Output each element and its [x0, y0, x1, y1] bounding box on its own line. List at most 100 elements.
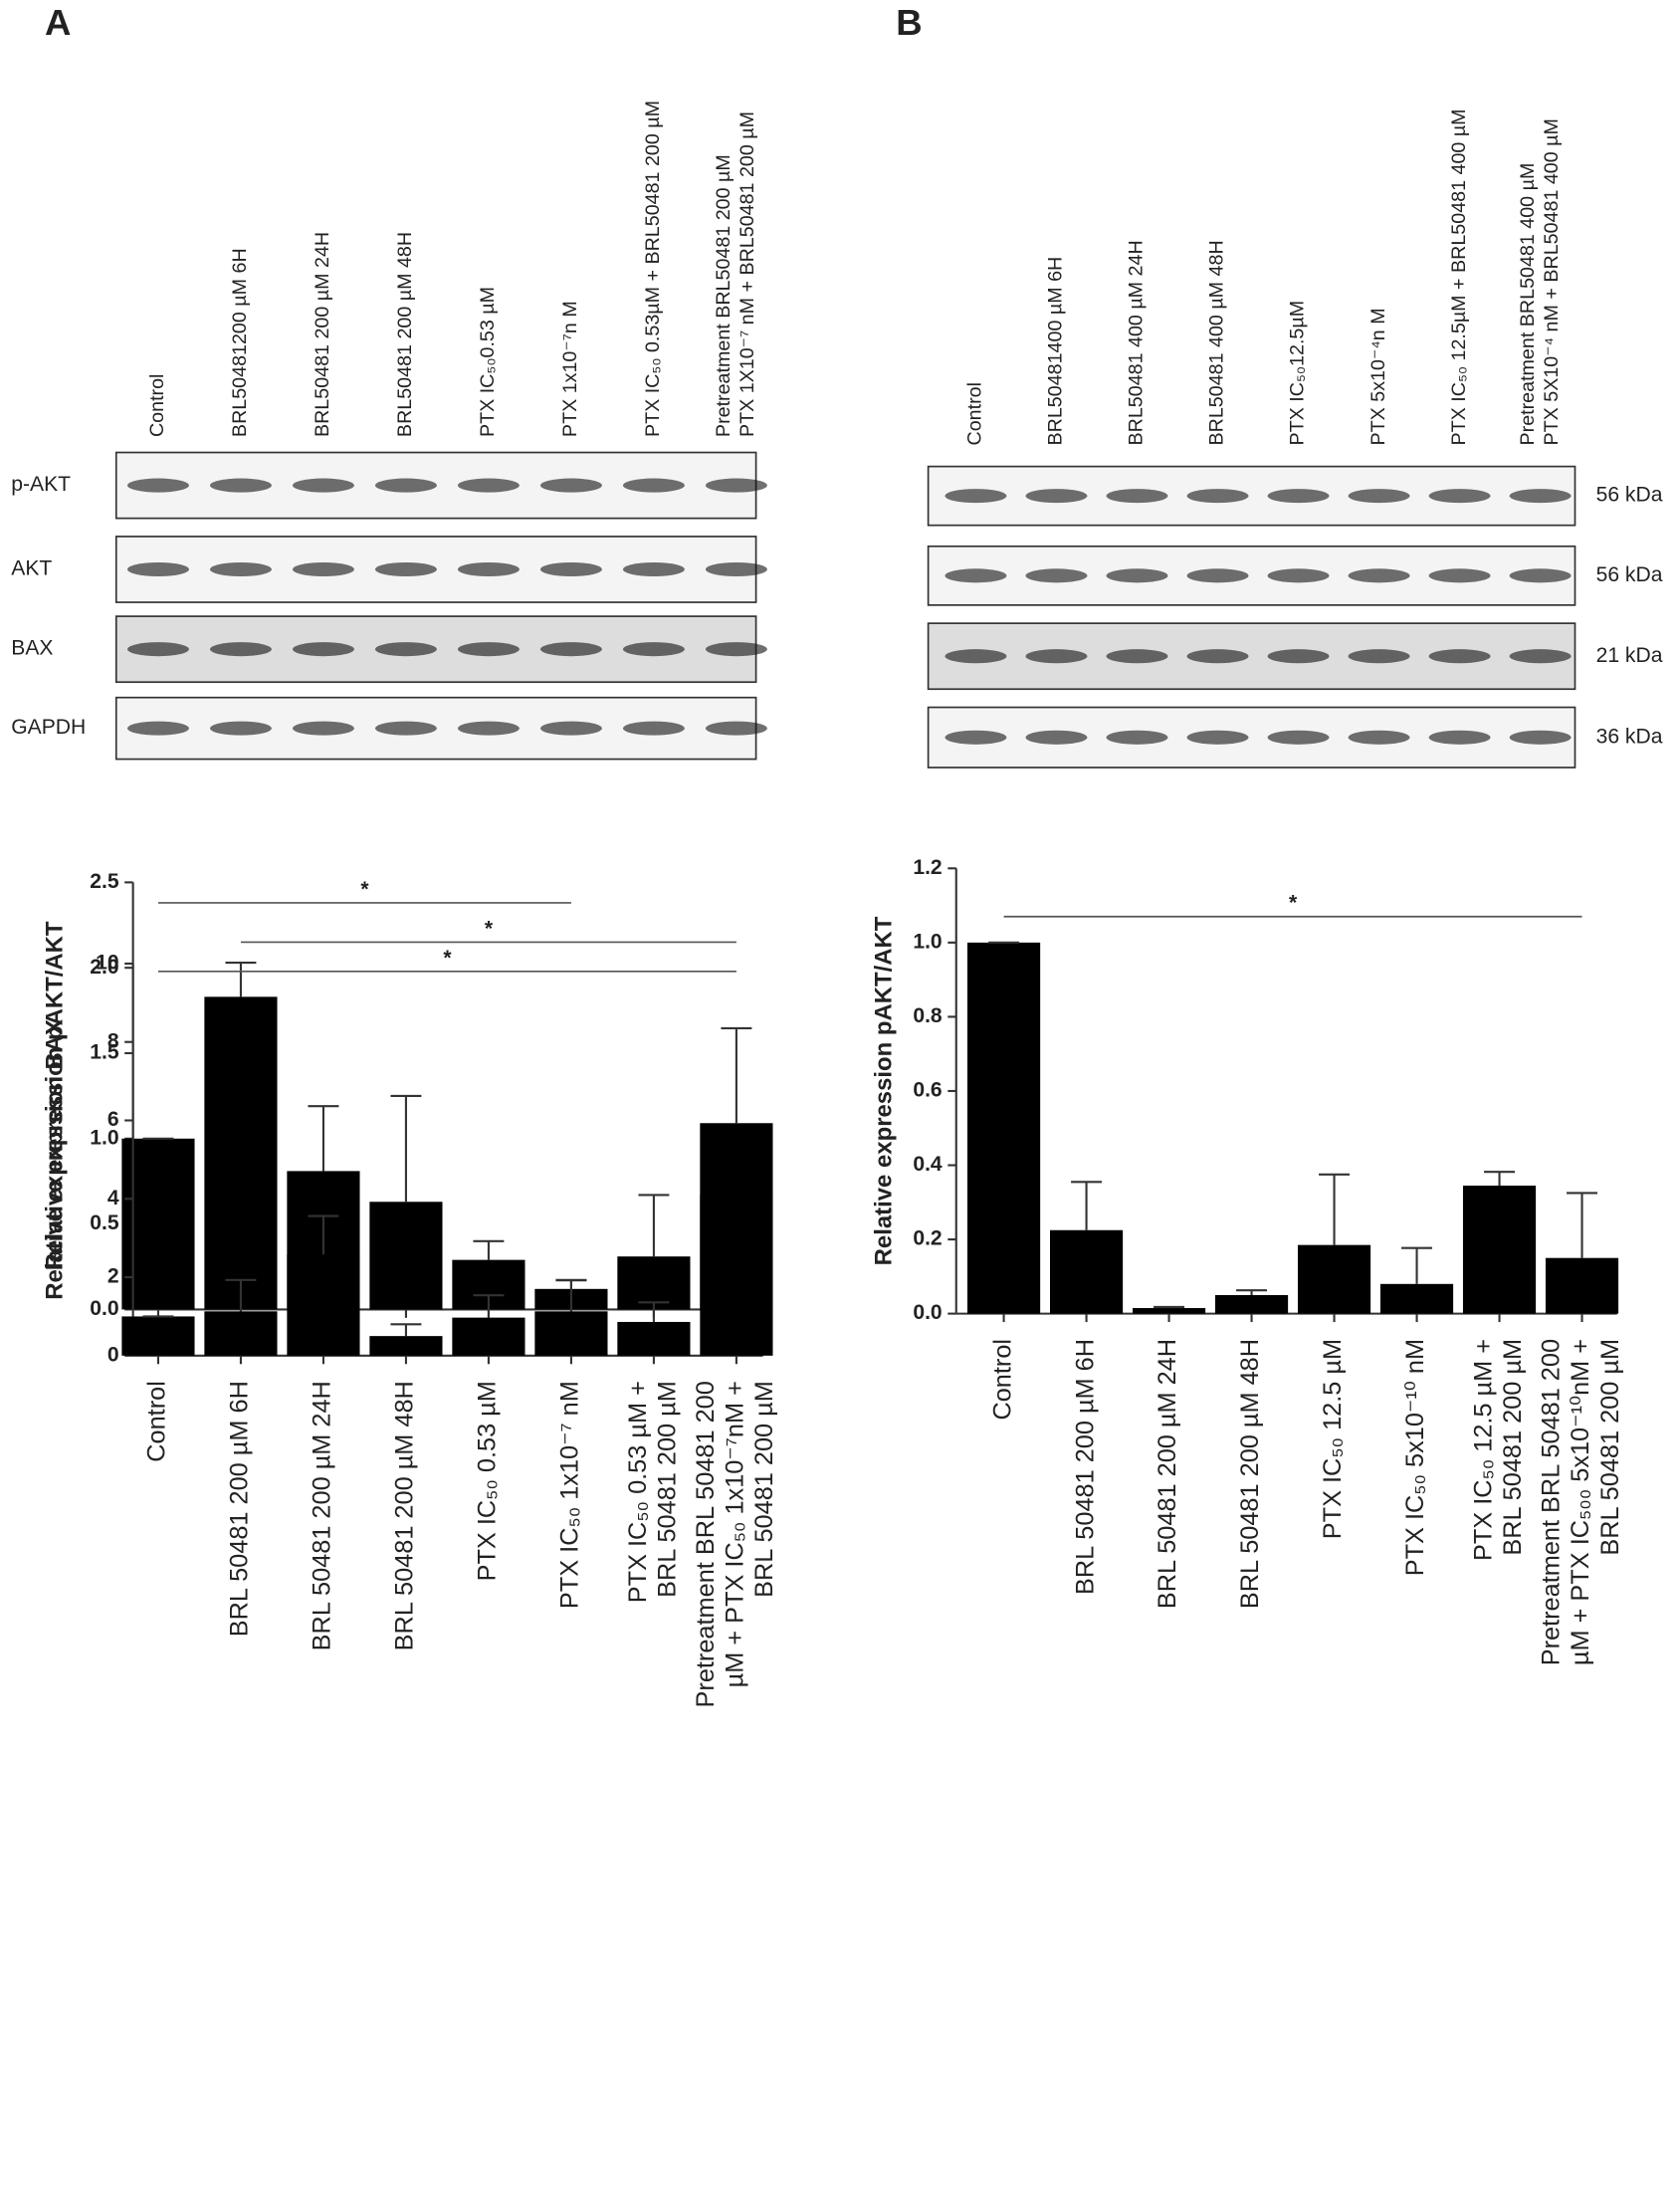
band — [1186, 649, 1249, 664]
size-label: 56 kDa — [1596, 484, 1663, 507]
x-tick-label: BRL 50481 200 µM 24H — [1154, 1339, 1181, 1609]
band — [1509, 649, 1572, 664]
bar — [1214, 1294, 1289, 1314]
band — [210, 642, 272, 657]
band — [1348, 489, 1410, 504]
band — [1509, 568, 1572, 583]
band — [1267, 489, 1330, 504]
lane-label: PTX 1x10⁻⁷n M — [559, 301, 581, 437]
y-tick-label: 1.2 — [913, 856, 942, 879]
band — [127, 478, 189, 493]
band — [1348, 568, 1410, 583]
band — [457, 478, 520, 493]
size-label: 36 kDa — [1596, 725, 1663, 748]
x-tick-label: PTX IC₅₀ 1x10⁻⁷ nM — [556, 1381, 584, 1609]
bar — [204, 996, 278, 1310]
lane-label: PTX 5x10⁻⁴n M — [1367, 308, 1389, 445]
x-tick-label: BRL 50481 200 µM — [750, 1381, 778, 1598]
band — [1025, 489, 1088, 504]
band — [374, 721, 437, 736]
x-tick-label: µM + PTX IC₅₀₀ 5x10⁻¹⁰nM + — [1567, 1339, 1594, 1665]
x-tick-label: PTX IC₅₀ 0.53 µM — [474, 1381, 502, 1581]
lane-label: BRL50481400 µM 6H — [1045, 257, 1067, 446]
band — [622, 642, 685, 657]
x-tick-label: BRL 50481 200 µM 6H — [1071, 1339, 1099, 1595]
x-tick-label: Pretreatment BRL 50481 200 — [692, 1381, 720, 1707]
band — [374, 478, 437, 493]
x-tick-label: Control — [988, 1339, 1016, 1421]
y-tick-label: 0.6 — [913, 1079, 942, 1102]
bar — [452, 1317, 525, 1356]
lane-label: PTX IC₅₀12.5µM — [1287, 301, 1309, 446]
x-tick-label: BRL 50481 200 µM — [653, 1381, 681, 1598]
band — [1106, 489, 1168, 504]
y-tick-label: 1.5 — [90, 1041, 119, 1064]
band — [539, 478, 602, 493]
band — [1428, 649, 1491, 664]
lane-label: BRL50481 400 µM 48H — [1206, 240, 1228, 445]
x-tick-label: BRL 50481 200 µM 6H — [226, 1381, 254, 1637]
bar — [700, 1123, 773, 1356]
y-tick-label: 2.5 — [90, 870, 119, 893]
x-tick-label: PTX IC₅₀ 12.5 µM + — [1469, 1339, 1497, 1561]
y-tick-label: 8 — [107, 1029, 119, 1052]
band — [1348, 730, 1410, 745]
band — [1428, 730, 1491, 745]
row-label: BAX — [11, 637, 53, 660]
band — [292, 478, 354, 493]
band — [457, 642, 520, 657]
band — [1509, 730, 1572, 745]
band — [539, 721, 602, 736]
band — [705, 561, 767, 577]
y-tick-label: 0.0 — [913, 1301, 942, 1324]
band — [539, 642, 602, 657]
x-tick-label: PTX IC₅₀ 0.53 µM + — [624, 1381, 652, 1603]
band — [127, 642, 189, 657]
band — [1509, 489, 1572, 504]
x-tick-label: Control — [143, 1381, 171, 1462]
lane-label: Pretreatment BRL50481 200 µM — [713, 154, 735, 437]
bar — [121, 1316, 195, 1356]
x-tick-label: PTX IC₅₀ 5x10⁻¹⁰ nM — [1401, 1339, 1429, 1576]
x-tick-label: BRL 50481 200 µM 48H — [391, 1381, 419, 1650]
band — [622, 561, 685, 577]
bar — [617, 1256, 691, 1310]
y-tick-label: 2.0 — [90, 956, 118, 979]
x-tick-label: Pretreatment BRL 50481 200 — [1538, 1339, 1566, 1665]
y-tick-label: 0.0 — [90, 1297, 118, 1320]
significance-star: * — [360, 878, 369, 901]
band — [1267, 649, 1330, 664]
lane-label: PTX IC₅₀ 0.53µM + BRL50481 200 µM — [642, 101, 664, 437]
band — [210, 721, 272, 736]
x-tick-label: BRL 50481 200 µM 24H — [309, 1381, 336, 1650]
band — [1267, 730, 1330, 745]
bar — [534, 1311, 608, 1356]
band — [945, 568, 1007, 583]
panel-label: A — [45, 2, 71, 43]
band — [622, 478, 685, 493]
band — [457, 561, 520, 577]
x-tick-label: µM + PTX IC₅₀ 1x10⁻⁷nM + — [722, 1381, 749, 1687]
bar — [617, 1321, 691, 1356]
band — [1186, 730, 1249, 745]
bar — [204, 1311, 278, 1356]
lane-label: PTX 1X10⁻⁷ nM + BRL50481 200 µM — [736, 111, 758, 437]
row-label: GAPDH — [11, 716, 86, 739]
band — [1186, 568, 1249, 583]
bar — [1050, 1229, 1124, 1314]
band — [457, 721, 520, 736]
bar — [369, 1336, 443, 1356]
row-label: p-AKT — [11, 473, 71, 496]
band — [705, 642, 767, 657]
band — [292, 721, 354, 736]
row-label: AKT — [11, 557, 52, 580]
bar — [1462, 1186, 1537, 1314]
band — [210, 561, 272, 577]
y-tick-label: 1.0 — [913, 930, 942, 953]
y-axis-label: Relative expression BAX — [42, 1019, 69, 1300]
y-axis-label: Relative expression pAKT/AKT — [870, 916, 897, 1265]
band — [1025, 730, 1088, 745]
significance-star: * — [1289, 892, 1298, 915]
lane-label: PTX IC₅₀0.53 µM — [477, 287, 499, 437]
